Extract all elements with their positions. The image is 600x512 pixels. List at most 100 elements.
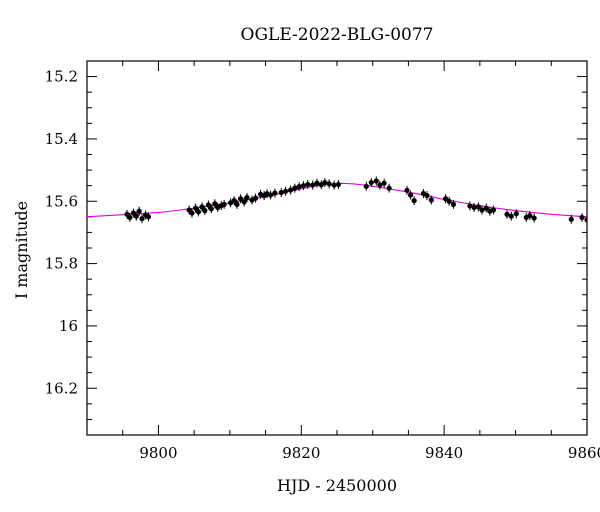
data-point [314, 178, 320, 188]
data-marker [278, 189, 284, 196]
y-tick-label: 15.4 [45, 130, 78, 148]
data-marker [244, 194, 250, 201]
data-marker [531, 215, 537, 221]
x-tick-label: 9840 [425, 444, 463, 462]
data-point [377, 180, 383, 190]
data-point [241, 197, 247, 207]
data-marker [404, 187, 410, 193]
chart-title: OGLE-2022-BLG-0077 [241, 25, 434, 45]
data-point [475, 202, 482, 212]
data-marker [237, 196, 244, 202]
major-ticks [87, 61, 588, 435]
data-marker [267, 192, 274, 198]
data-point [205, 200, 212, 210]
data-point [404, 185, 410, 195]
x-axis-label: HJD - 2450000 [277, 476, 397, 495]
data-marker [192, 205, 199, 211]
data-marker [584, 217, 587, 223]
data-point [483, 203, 489, 213]
data-point [579, 212, 585, 222]
data-point [508, 211, 514, 221]
data-point [373, 176, 379, 186]
data-point [428, 195, 434, 205]
data-point [335, 179, 342, 189]
data-marker [133, 213, 139, 219]
data-marker [568, 216, 574, 222]
plot-frame [86, 60, 588, 436]
data-point [192, 203, 199, 213]
y-tick-label: 16 [59, 317, 78, 335]
data-marker [287, 187, 294, 193]
data-point [199, 202, 205, 212]
data-point [504, 209, 510, 219]
data-point [471, 202, 477, 212]
data-marker [446, 198, 452, 204]
data-marker [490, 207, 497, 213]
y-tick-labels: 15.2 15.4 15.6 15.8 16 16.2 [45, 68, 78, 398]
data-marker [322, 179, 328, 186]
data-point [386, 183, 392, 193]
y-axis-label: I magnitude [12, 201, 31, 299]
x-tick-label: 9800 [139, 444, 177, 462]
data-marker [471, 204, 477, 211]
data-point [237, 194, 244, 204]
data-marker [310, 182, 316, 188]
data-marker [241, 199, 247, 205]
data-marker [479, 207, 485, 213]
model-line [87, 182, 587, 218]
data-point [202, 206, 208, 216]
data-marker [368, 179, 374, 186]
data-marker [475, 204, 482, 210]
data-point [407, 190, 414, 200]
data-marker [300, 183, 307, 189]
data-marker [208, 206, 214, 212]
data-marker [504, 211, 510, 217]
data-point [296, 182, 302, 192]
data-marker [195, 209, 202, 215]
data-marker [139, 216, 145, 222]
data-marker [331, 182, 337, 188]
model-curve [87, 182, 587, 218]
data-marker [221, 201, 227, 207]
data-point [479, 205, 485, 215]
data-marker [326, 181, 332, 187]
data-marker [579, 214, 585, 221]
data-marker [296, 184, 302, 190]
data-point [326, 179, 332, 189]
data-point [139, 214, 145, 224]
data-point [136, 206, 142, 216]
data-point [513, 209, 519, 219]
data-marker [282, 188, 289, 194]
data-point [278, 188, 284, 198]
y-tick-label: 15.8 [45, 255, 78, 273]
data-point [368, 178, 374, 188]
data-marker [513, 211, 519, 217]
data-point [292, 183, 298, 193]
data-marker [234, 201, 240, 207]
data-marker [424, 193, 430, 199]
data-marker [252, 195, 259, 201]
y-tick-label: 16.2 [45, 379, 78, 397]
data-marker [411, 198, 417, 204]
data-marker [272, 190, 278, 196]
data-point [527, 211, 533, 221]
data-point [467, 201, 473, 211]
data-point [231, 196, 237, 206]
data-point [568, 214, 574, 224]
data-marker [381, 180, 387, 186]
data-point [331, 180, 337, 190]
y-tick-label: 15.2 [45, 68, 78, 86]
data-point [411, 196, 417, 206]
data-marker [363, 183, 369, 189]
minor-ticks [86, 60, 587, 436]
data-marker [428, 197, 434, 203]
data-point [305, 179, 311, 189]
data-point [272, 188, 278, 198]
data-marker [305, 181, 311, 188]
data-point [189, 208, 195, 218]
data-marker [527, 212, 533, 219]
data-marker [483, 205, 489, 211]
data-point [221, 199, 227, 209]
data-points [124, 176, 587, 225]
